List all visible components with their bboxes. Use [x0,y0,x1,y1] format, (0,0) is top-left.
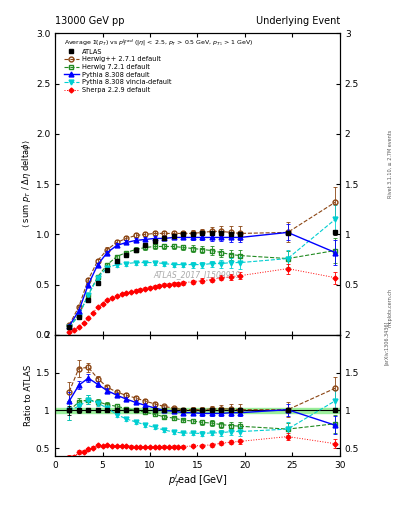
X-axis label: $p_T^l\!$ead [GeV]: $p_T^l\!$ead [GeV] [168,472,227,489]
Text: ATLAS_2017_I1509919: ATLAS_2017_I1509919 [154,270,241,279]
Text: mcplots.cern.ch: mcplots.cern.ch [387,288,392,327]
Y-axis label: Ratio to ATLAS: Ratio to ATLAS [24,365,33,426]
Text: [arXiv:1306.3436]: [arXiv:1306.3436] [384,321,389,365]
Text: Average $\Sigma(p_T)$ vs $p_T^{lead}$ ($|\eta|$ < 2.5, $p_T$ > 0.5 GeV, $p_{T_1}: Average $\Sigma(p_T)$ vs $p_T^{lead}$ ($… [64,38,253,48]
Bar [55,408,340,413]
Text: Underlying Event: Underlying Event [256,15,340,26]
Text: Rivet 3.1.10, ≥ 2.7M events: Rivet 3.1.10, ≥ 2.7M events [387,130,392,198]
Text: 13000 GeV pp: 13000 GeV pp [55,15,125,26]
Legend: ATLAS, Herwig++ 2.7.1 default, Herwig 7.2.1 default, Pythia 8.308 default, Pythi: ATLAS, Herwig++ 2.7.1 default, Herwig 7.… [64,49,172,93]
Y-axis label: $\langle$ sum $p_T$ / $\Delta\eta$ delta$\phi\rangle$: $\langle$ sum $p_T$ / $\Delta\eta$ delta… [20,140,33,228]
